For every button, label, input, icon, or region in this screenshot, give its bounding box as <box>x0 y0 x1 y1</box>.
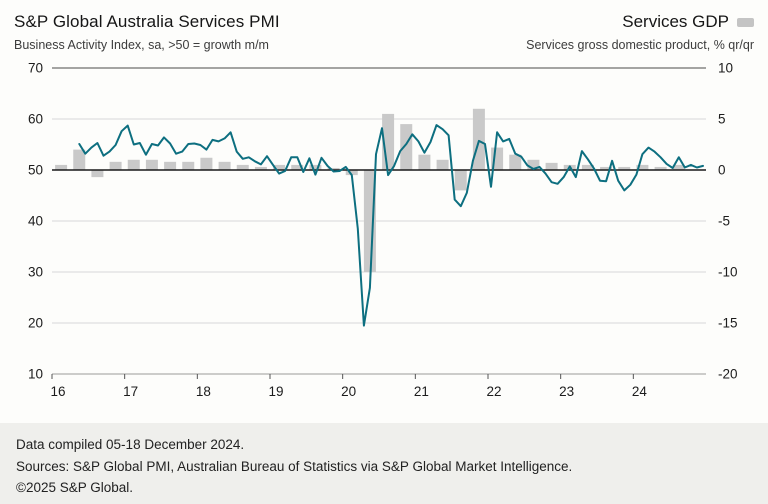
gdp-bar <box>345 170 358 176</box>
services-gdp-legend: Services GDP <box>526 12 754 32</box>
svg-text:70: 70 <box>28 61 43 76</box>
gdp-bar <box>400 124 413 170</box>
gdp-bar <box>454 170 467 191</box>
svg-text:-10: -10 <box>718 265 738 280</box>
gdp-bar <box>636 164 649 170</box>
page-title: S&P Global Australia Services PMI <box>14 12 280 31</box>
gdp-bar <box>55 164 68 170</box>
svg-text:20: 20 <box>28 316 43 331</box>
gdp-bar <box>109 161 122 170</box>
legend-title: Services GDP <box>622 12 729 31</box>
svg-text:-15: -15 <box>718 316 738 331</box>
svg-text:-20: -20 <box>718 367 738 382</box>
svg-text:60: 60 <box>28 112 43 127</box>
gdp-bar <box>363 170 376 272</box>
gdp-bar <box>73 149 86 170</box>
gdp-bar <box>273 164 286 170</box>
gdp-bar <box>600 166 613 170</box>
gdp-bar <box>545 162 558 170</box>
svg-text:0: 0 <box>718 163 726 178</box>
svg-text:23: 23 <box>559 384 574 399</box>
svg-text:19: 19 <box>268 384 283 399</box>
gdp-bar <box>581 164 594 170</box>
x-axis-labels: 16 17 18 19 20 21 22 23 24 <box>50 374 647 399</box>
svg-text:24: 24 <box>632 384 648 399</box>
gdp-bar <box>436 159 449 170</box>
gdp-bar <box>509 154 522 170</box>
gdp-bar <box>472 108 485 170</box>
page-subtitle: Business Activity Index, sa, >50 = growt… <box>14 38 269 52</box>
svg-text:16: 16 <box>50 384 65 399</box>
footer-sources-note: Sources: S&P Global PMI, Australian Bure… <box>16 458 573 474</box>
chart-area: 70 60 50 40 30 20 10 10 5 0 -5 -10 -15 -20 16 17 18 19 20 2… <box>14 58 754 415</box>
gdp-bar <box>291 164 304 170</box>
y-gridlines <box>52 118 706 375</box>
gdp-bar <box>236 164 249 170</box>
chart-header: S&P Global Australia Services PMI Busine… <box>14 12 754 52</box>
chart-header-right: Services GDP Services gross domestic pro… <box>526 12 754 52</box>
svg-text:18: 18 <box>196 384 211 399</box>
gdp-bar <box>527 159 540 170</box>
svg-text:20: 20 <box>341 384 356 399</box>
svg-text:10: 10 <box>718 61 733 76</box>
gdp-bar <box>418 154 431 170</box>
chart-header-left: S&P Global Australia Services PMI Busine… <box>14 12 280 52</box>
gdp-bar <box>254 166 267 170</box>
gdp-bar-legend-swatch-icon <box>737 17 754 27</box>
svg-text:-5: -5 <box>718 214 730 229</box>
svg-text:5: 5 <box>718 112 726 127</box>
svg-text:10: 10 <box>28 367 43 382</box>
svg-text:30: 30 <box>28 265 43 280</box>
legend-subtitle: Services gross domestic product, % qr/qr <box>526 38 754 52</box>
gdp-bar <box>654 166 667 170</box>
gdp-bar <box>672 164 685 170</box>
left-axis-labels: 70 60 50 40 30 20 10 <box>28 61 43 382</box>
footer-copyright: ©2025 S&P Global. <box>16 480 134 496</box>
gdp-bars <box>55 108 685 272</box>
gdp-bar <box>145 159 158 170</box>
svg-text:50: 50 <box>28 163 43 178</box>
gdp-bar <box>91 170 104 178</box>
gdp-bar <box>127 159 140 170</box>
gdp-bar <box>164 161 177 170</box>
svg-text:17: 17 <box>123 384 138 399</box>
right-axis-labels: 10 5 0 -5 -10 -15 -20 <box>718 61 738 382</box>
gdp-bar <box>218 161 231 170</box>
gdp-bar <box>327 167 340 170</box>
pmi-line <box>78 124 704 327</box>
gdp-bar <box>309 164 322 170</box>
gdp-bar <box>618 166 631 170</box>
chart-footer: Data compiled 05-18 December 2024. Sourc… <box>0 423 768 504</box>
svg-text:40: 40 <box>28 214 43 229</box>
gdp-bar <box>182 161 195 170</box>
footer-compiled-note: Data compiled 05-18 December 2024. <box>16 437 245 452</box>
svg-text:22: 22 <box>486 384 501 399</box>
gdp-bar <box>200 157 213 170</box>
svg-text:21: 21 <box>414 384 429 399</box>
